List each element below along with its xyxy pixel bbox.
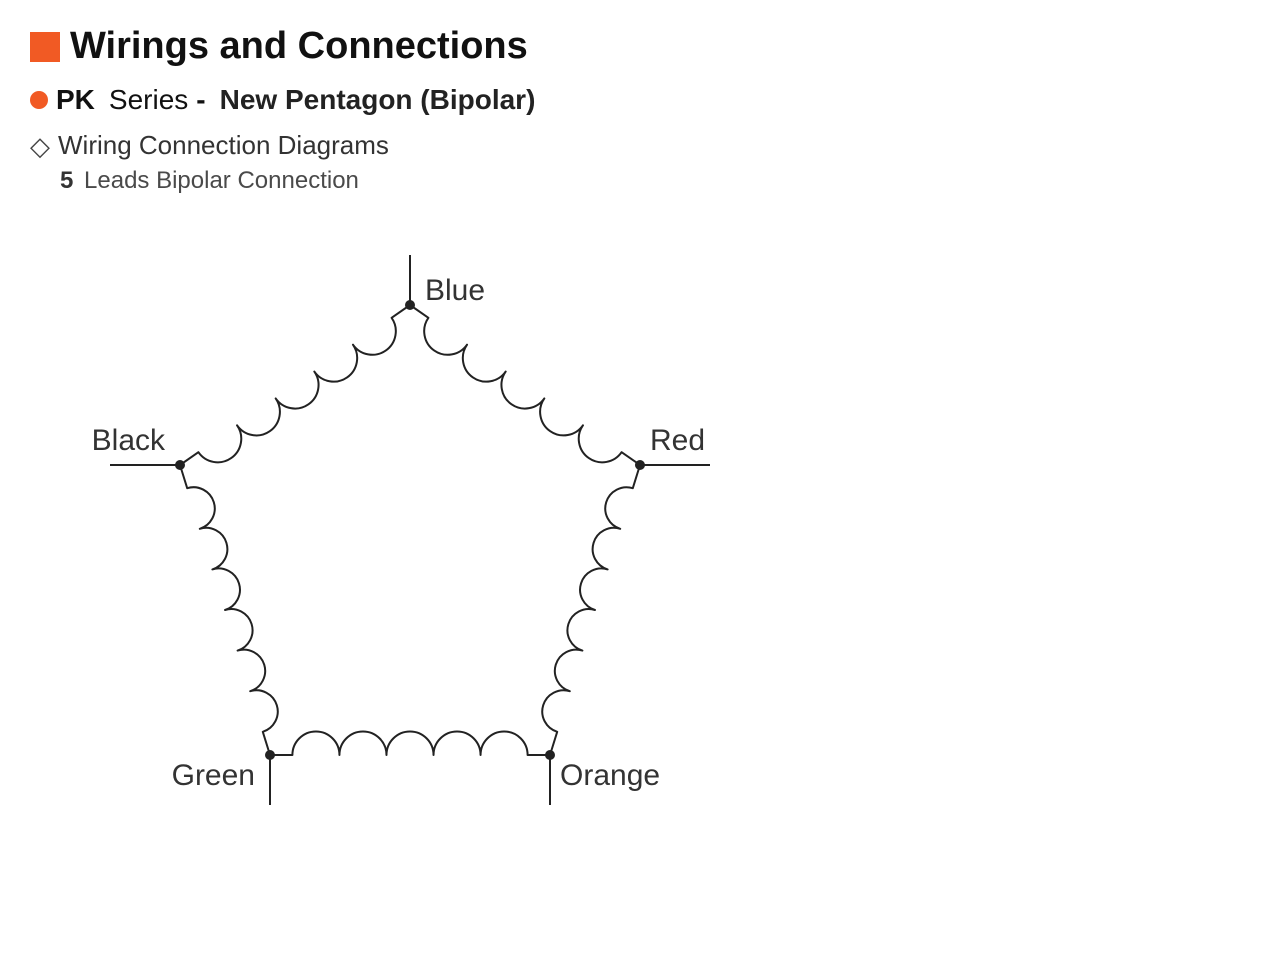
lead-label-green: Green [172,759,255,792]
lead-label-red: Red [650,424,705,457]
page-title: Wirings and Connections [70,25,528,68]
main-heading-row: Wirings and Connections [30,25,1250,68]
vertex-node [405,300,415,310]
series-row: PK Series - New Pentagon (Bipolar) [30,84,1250,116]
vertex-node [265,750,275,760]
series-subtitle: New Pentagon (Bipolar) [220,84,536,116]
wiring-diagram: Blue Red Orange Green Black [70,225,1250,865]
diamond-icon: ◇ [30,133,50,159]
leads-text: Leads Bipolar Connection [84,167,359,194]
coil-edge [542,465,640,755]
leads-number: 5 [60,167,73,194]
circle-bullet-icon [30,91,48,109]
series-label: PK [56,84,95,116]
series-dash: - [196,84,205,116]
diagrams-heading-row: ◇ Wiring Connection Diagrams [30,130,1250,161]
square-bullet-icon [30,32,60,62]
lead-label-orange: Orange [560,759,660,792]
coil-edge [410,305,640,465]
pentagon-svg: Blue Red Orange Green Black [70,225,810,865]
vertex-node [635,460,645,470]
leads-row: 5 Leads Bipolar Connection [60,167,1250,195]
coil-edge [270,731,550,755]
coil-edge [180,465,278,755]
lead-label-blue: Blue [425,274,485,307]
vertex-node [175,460,185,470]
series-word: Series [109,84,188,116]
vertex-node [545,750,555,760]
coil-edge [180,305,410,465]
diagrams-heading: Wiring Connection Diagrams [58,130,389,161]
lead-label-black: Black [92,424,166,457]
